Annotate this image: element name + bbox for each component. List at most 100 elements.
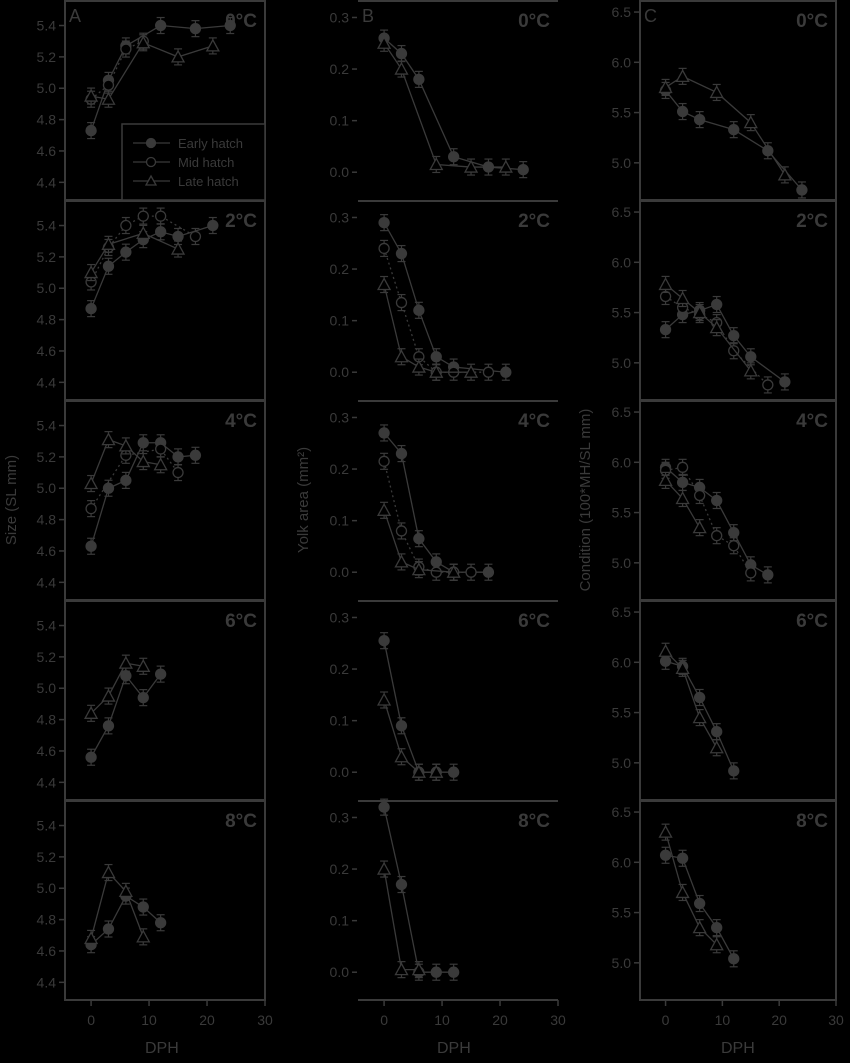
y-tick-label: 5.0 (612, 155, 632, 171)
y-tick-label: 4.8 (37, 512, 57, 528)
data-point (711, 726, 723, 738)
subpanel-a-1: 4.4 4.6 4.8 5.0 5.2 5.4 2°C (37, 200, 266, 401)
data-point (709, 937, 724, 951)
data-point (85, 751, 97, 763)
y-tick-label: 0.0 (330, 564, 350, 580)
y-tick-label: 4.6 (37, 143, 57, 159)
y-tick-label: 5.4 (37, 618, 57, 634)
data-point (413, 533, 425, 545)
data-point (136, 929, 151, 943)
y-tick-label: 0.0 (330, 764, 350, 780)
data-point (658, 643, 673, 657)
data-point (429, 764, 444, 778)
series-line (665, 650, 718, 749)
data-point (659, 849, 672, 861)
y-tick-label: 0.1 (330, 113, 350, 129)
panel-letter: B (362, 6, 374, 26)
data-point (376, 692, 392, 706)
x-tick-label: 10 (715, 1012, 731, 1028)
data-point (395, 878, 408, 891)
data-point (762, 569, 774, 581)
data-point (155, 668, 167, 680)
data-point (448, 966, 460, 978)
y-tick-label: 5.0 (612, 755, 632, 771)
y-tick-label: 4.8 (37, 912, 57, 928)
data-point (83, 476, 99, 490)
data-point (658, 80, 673, 94)
data-point (378, 216, 390, 229)
data-point (155, 443, 167, 455)
series-line (90, 215, 196, 283)
temperature-label: 8°C (796, 811, 828, 832)
y-tick-label: 5.5 (612, 305, 632, 321)
data-point (101, 91, 116, 105)
series-line (383, 640, 454, 773)
y-tick-label: 4.8 (37, 312, 57, 328)
y-tick-label: 6.0 (612, 654, 632, 670)
x-tick-label: 20 (199, 1012, 215, 1028)
data-point (694, 897, 706, 910)
temperature-label: 6°C (518, 611, 550, 632)
data-point (224, 19, 236, 32)
data-point (711, 530, 723, 542)
data-point (430, 351, 442, 363)
y-tick-label: 5.2 (37, 649, 57, 665)
temperature-label: 0°C (518, 11, 550, 32)
data-point (102, 482, 115, 494)
subpanel-b-4: 0.0 0.1 0.2 0.3 8°C (330, 798, 558, 981)
panel-c: 5.0 5.5 6.0 6.5 0°C C 5.0 5.5 6.0 6.5 2°C 5.0 5.5 6.0… (577, 0, 844, 1028)
series-line (90, 232, 179, 273)
data-point (413, 304, 425, 316)
data-point (102, 720, 115, 732)
x-tick-label: 0 (662, 1012, 670, 1028)
data-point (395, 447, 408, 460)
data-point (170, 241, 186, 255)
y-tick-label: 0.2 (330, 61, 350, 77)
x-tick-label: 0 (87, 1012, 95, 1028)
x-tick-label: 30 (828, 1012, 844, 1028)
data-point (85, 540, 97, 552)
series-line (383, 461, 472, 573)
data-point (378, 242, 390, 255)
series-line (383, 807, 454, 973)
data-point (83, 705, 99, 719)
data-point (101, 236, 116, 250)
data-point (517, 163, 529, 176)
data-point (728, 527, 740, 539)
subpanel-b-1: 0.0 0.1 0.2 0.3 2°C (330, 200, 558, 381)
legend-marker (145, 137, 157, 149)
data-point (376, 277, 392, 291)
data-point (136, 226, 151, 240)
y-tick-label: 4.6 (37, 543, 57, 559)
data-point (118, 655, 133, 669)
y-tick-label: 4.4 (37, 574, 57, 590)
y-tick-label: 5.0 (37, 480, 57, 496)
x-tick-label: 10 (434, 1012, 450, 1028)
subpanel-b-3: 0.0 0.1 0.2 0.3 6°C (330, 600, 558, 781)
y-tick-label: 4.4 (37, 774, 57, 790)
data-point (692, 710, 707, 724)
y-tick-label: 0.1 (330, 513, 350, 529)
data-point (83, 265, 99, 279)
data-point (676, 476, 689, 489)
y-tick-label: 4.8 (37, 712, 57, 728)
data-point (136, 658, 151, 672)
y-tick-label: 6.0 (612, 54, 632, 70)
data-point (395, 720, 408, 732)
temperature-label: 0°C (796, 11, 828, 32)
subpanel-a-4: 4.4 4.6 4.8 5.0 5.2 5.4 8°C (37, 800, 266, 1001)
data-point (728, 540, 740, 552)
y-tick-label: 5.0 (612, 955, 632, 971)
data-point (658, 473, 673, 487)
data-point (155, 210, 167, 222)
data-point (779, 376, 791, 388)
y-tick-label: 5.0 (37, 280, 57, 296)
series-line (383, 699, 437, 773)
data-point (411, 962, 426, 976)
x-tick-label: 30 (257, 1012, 273, 1028)
data-point (394, 554, 409, 568)
temperature-label: 2°C (518, 211, 550, 232)
legend-label: Late hatch (178, 174, 239, 189)
data-point (395, 47, 408, 60)
y-tick-label: 0.0 (330, 364, 350, 380)
